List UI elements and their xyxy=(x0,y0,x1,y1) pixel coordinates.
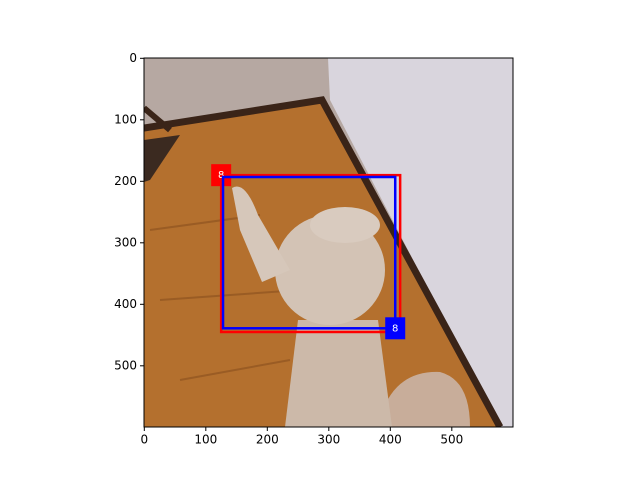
box-label: 8 xyxy=(392,323,398,334)
bounding-box xyxy=(221,175,397,330)
x-tick-label: 400 xyxy=(379,433,402,447)
x-tick-label: 100 xyxy=(194,433,217,447)
y-tick-label: 100 xyxy=(114,112,137,126)
box-label: 8 xyxy=(218,170,224,181)
x-tick-label: 0 xyxy=(140,433,148,447)
y-tick-label: 500 xyxy=(114,358,137,372)
y-tick-label: 300 xyxy=(114,235,137,249)
x-tick-label: 500 xyxy=(440,433,463,447)
y-tick-label: 0 xyxy=(129,51,137,65)
y-tick-label: 400 xyxy=(114,297,137,311)
label-background xyxy=(211,164,232,187)
bounding-box xyxy=(219,173,402,334)
x-tick-label: 200 xyxy=(256,433,279,447)
y-tick-label: 200 xyxy=(114,174,137,188)
label-background xyxy=(385,317,406,340)
photo xyxy=(144,58,513,427)
x-tick-label: 300 xyxy=(317,433,340,447)
